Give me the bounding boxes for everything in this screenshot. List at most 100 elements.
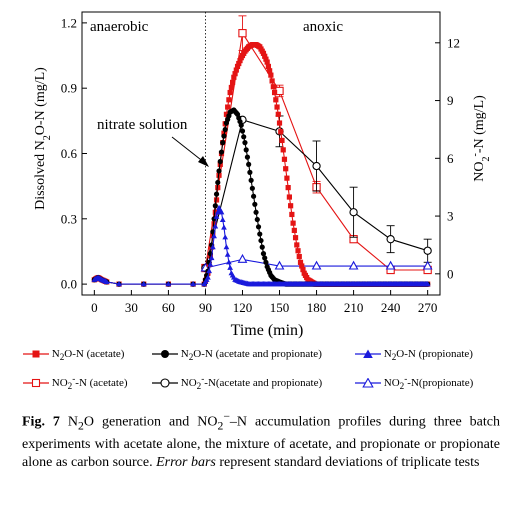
data-point [207,261,214,267]
x-axis-label: Time (min) [231,322,304,339]
data-point [218,209,225,215]
y-left-tick-label: 0.6 [61,146,78,161]
data-point [213,191,220,197]
data-point [263,259,269,265]
data-point [253,209,259,215]
x-tick-label: 240 [381,300,401,315]
y-right-tick-label: 12 [447,35,460,50]
data-point [237,58,243,64]
x-tick-label: 180 [307,300,327,315]
data-point [259,244,265,250]
data-point [249,185,255,191]
legend-item: N2O-N (acetate) [23,348,124,362]
data-point [291,227,297,234]
legend-label: N2O-N (acetate and propionate) [180,348,322,363]
data-point [280,147,286,153]
data-point [208,254,215,261]
data-point [220,140,226,146]
data-point [242,140,248,146]
legend-item: NO2--N(acetate and propionate) [152,373,322,391]
caption-label: Fig. 7 [22,414,60,430]
legend-label: N2O-N (acetate) [51,348,125,363]
data-point [212,209,218,215]
data-point [224,251,231,257]
data-point [283,166,289,172]
data-point [289,211,295,218]
y-left-tick-label: 0.3 [61,211,77,226]
data-point [311,260,322,270]
data-point [206,267,213,274]
data-point [238,122,244,128]
data-point [213,197,220,203]
legend-label: NO2--N(propionate) [383,373,474,391]
legend-item: NO2--N(propionate) [355,373,473,391]
y-left-tick-label: 1.2 [61,15,77,30]
data-point [271,89,278,96]
data-point [223,111,230,117]
y-right-tick-label: 3 [447,209,454,224]
data-point [225,104,231,110]
series-line [94,109,428,285]
annotation-anaerobic: anaerobic [90,19,149,35]
legend-label: NO2--N(acetate and propionate) [180,373,323,391]
data-point [263,56,269,62]
data-point [386,235,395,244]
data-point [348,260,359,270]
data-point [218,149,225,155]
annotation-anoxic: anoxic [303,19,343,35]
data-point [212,223,219,229]
data-point [274,260,285,270]
x-tick-label: 0 [91,300,98,315]
data-point [226,97,232,103]
annotation-arrow-head [198,156,209,167]
y-right-axis-label: NO2--N (mg/L) [470,95,492,182]
data-point [254,216,260,223]
y-left-tick-label: 0.0 [61,277,77,292]
data-point [275,111,281,117]
data-point [281,156,288,162]
data-point [190,280,196,287]
data-point [215,185,221,191]
data-point [255,224,262,230]
data-point [212,203,218,209]
data-point [294,242,300,248]
data-point [274,104,280,110]
data-point [423,246,432,255]
data-point [270,84,276,90]
data-point [265,63,272,70]
data-point [233,67,239,73]
data-point [349,208,358,217]
data-point [232,71,238,77]
data-point [260,50,267,56]
x-tick-label: 120 [233,300,253,315]
x-tick-label: 150 [270,300,290,315]
y-right-tick-label: 0 [447,266,454,281]
legend-item: N2O-N (propionate) [355,348,473,362]
data-point [279,137,285,144]
x-tick-label: 210 [344,300,364,315]
data-point [269,78,275,84]
data-point [227,264,233,270]
data-point [300,267,306,273]
data-point [278,129,284,135]
annotation-nitrate: nitrate solution [97,117,188,133]
data-point [264,59,270,65]
data-point [248,177,254,183]
data-point [297,259,304,265]
data-point [385,260,396,270]
data-point [234,63,241,70]
data-point [296,253,302,260]
data-point [276,120,283,126]
chart: 0 30 60 90 120 150 180 210 240 2700.00.30.60.91.2… [33,11,492,339]
data-point [213,213,220,219]
data-point [286,194,292,200]
legend-label: N2O-N (propionate) [383,348,473,363]
data-point [226,259,232,265]
data-point [209,243,216,250]
figure-caption: Fig. 7 N2O generation and NO2−–N accumul… [22,410,500,471]
data-point [116,280,122,287]
data-point [243,147,249,153]
data-point [257,231,263,237]
data-point [273,97,279,103]
data-point [260,251,267,257]
